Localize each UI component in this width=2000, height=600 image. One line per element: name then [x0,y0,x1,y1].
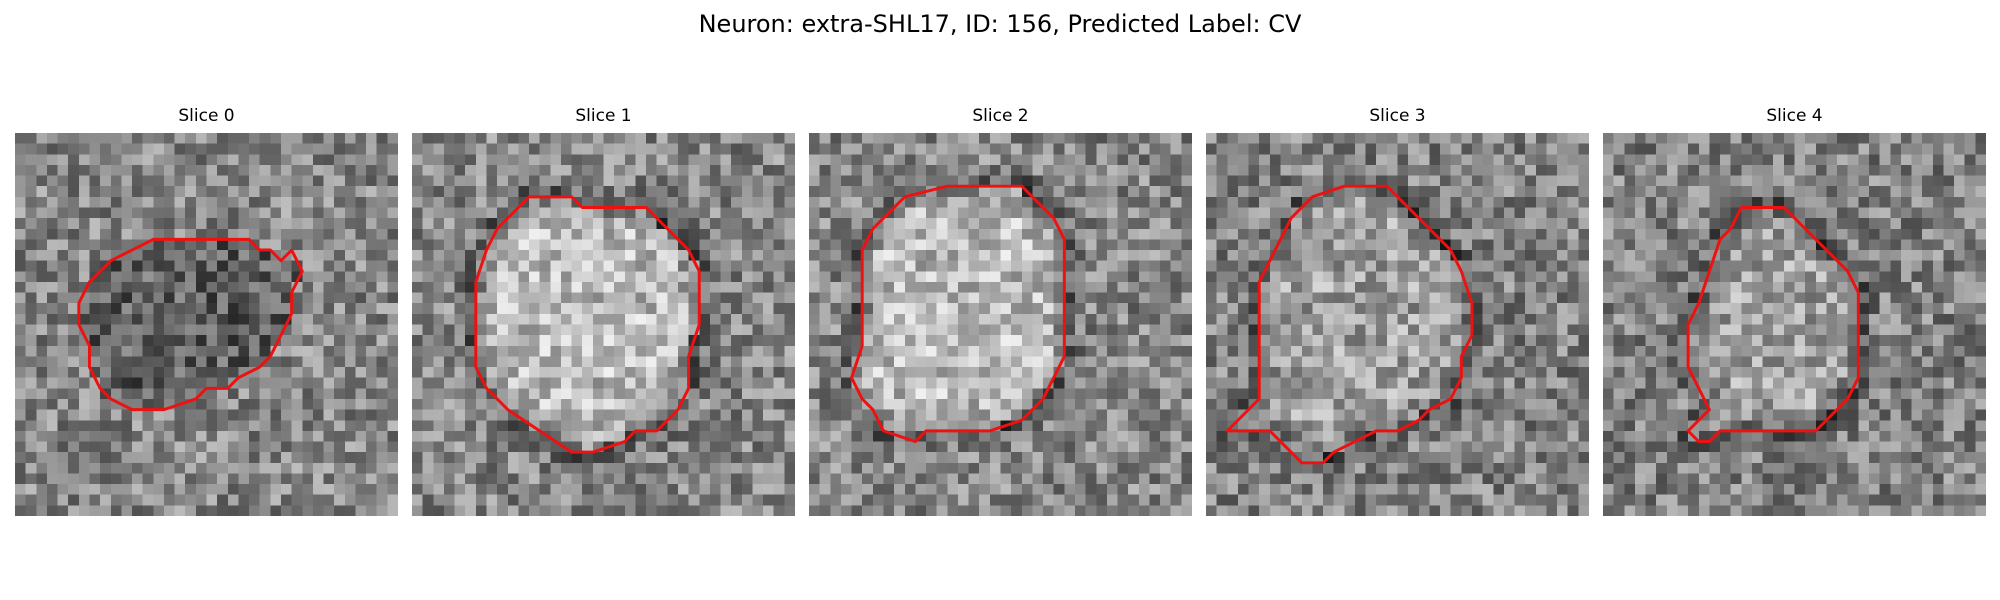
slice-title: Slice 4 [1766,106,1823,126]
slice-pixel-grid [1206,133,1589,516]
contour-outline [77,237,304,412]
slice-title: Slice 1 [575,106,632,126]
slice-image [412,133,795,516]
contour-outline [850,184,1066,444]
slice-title: Slice 0 [178,106,235,126]
slice-panel-0: Slice 0 [15,105,398,516]
slice-panel-1: Slice 1 [412,105,795,516]
slice-panel-2: Slice 2 [809,105,1192,516]
slice-pixel-grid [1603,133,1986,516]
slice-image [15,133,398,516]
figure-title: Neuron: extra-SHL17, ID: 156, Predicted … [698,10,1302,38]
slice-image [809,133,1192,516]
contour-outline [1686,205,1860,444]
slice-panel-3: Slice 3 [1206,105,1589,516]
slice-pixel-grid [412,133,795,516]
slice-image [1603,133,1986,516]
slice-image [1206,133,1589,516]
slice-pixel-grid [809,133,1192,516]
slice-title: Slice 3 [1369,106,1426,126]
slice-panel-4: Slice 4 [1603,105,1986,516]
slice-pixel-grid [15,133,398,516]
slice-title: Slice 2 [972,106,1029,126]
contour-outline [474,195,701,454]
contour-outline [1225,184,1474,465]
